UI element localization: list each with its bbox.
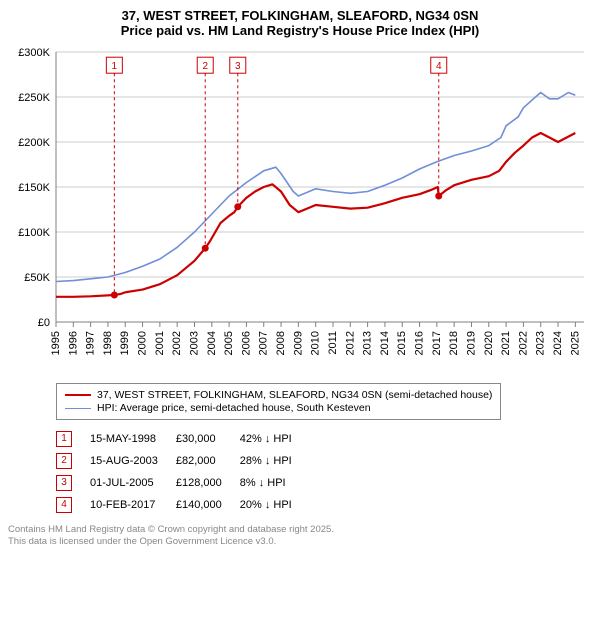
chart-title-block: 37, WEST STREET, FOLKINGHAM, SLEAFORD, N… [8, 8, 592, 38]
sale-hpi-diff: 42% ↓ HPI [240, 428, 310, 450]
svg-text:1999: 1999 [119, 331, 131, 355]
sale-price: £140,000 [176, 494, 240, 516]
svg-text:1: 1 [112, 61, 118, 72]
title-line-1: 37, WEST STREET, FOLKINGHAM, SLEAFORD, N… [8, 8, 592, 23]
svg-text:2000: 2000 [137, 331, 149, 355]
svg-text:2009: 2009 [292, 331, 304, 355]
svg-text:1995: 1995 [50, 331, 62, 355]
table-row: 1 15-MAY-1998£30,00042% ↓ HPI [56, 428, 310, 450]
svg-text:1997: 1997 [85, 331, 97, 355]
sale-hpi-diff: 8% ↓ HPI [240, 472, 310, 494]
svg-text:£300K: £300K [18, 47, 50, 59]
price-chart: £0 £50K £100K £150K £200K £250K £300K 1995 1996 1… [8, 42, 592, 377]
svg-text:2003: 2003 [188, 331, 200, 355]
sale-marker-ref: 1 [56, 431, 72, 447]
table-row: 2 15-AUG-2003£82,00028% ↓ HPI [56, 450, 310, 472]
sale-hpi-diff: 28% ↓ HPI [240, 450, 310, 472]
sale-price: £30,000 [176, 428, 240, 450]
svg-text:3: 3 [235, 61, 241, 72]
svg-text:2007: 2007 [258, 331, 270, 355]
svg-text:£200K: £200K [18, 137, 50, 149]
svg-text:2001: 2001 [154, 331, 166, 355]
title-line-2: Price paid vs. HM Land Registry's House … [8, 23, 592, 38]
svg-text:2014: 2014 [379, 331, 391, 355]
sale-date: 15-MAY-1998 [90, 428, 176, 450]
legend-item: 37, WEST STREET, FOLKINGHAM, SLEAFORD, N… [65, 389, 492, 401]
svg-text:£50K: £50K [24, 272, 50, 284]
sale-date: 01-JUL-2005 [90, 472, 176, 494]
chart-svg: £0 £50K £100K £150K £200K £250K £300K 1995 1996 1… [8, 42, 592, 372]
svg-text:2025: 2025 [569, 331, 581, 355]
svg-text:2019: 2019 [465, 331, 477, 355]
sales-table: 1 15-MAY-1998£30,00042% ↓ HPI 2 15-AUG-2003… [56, 428, 310, 516]
table-row: 3 01-JUL-2005£128,0008% ↓ HPI [56, 472, 310, 494]
legend-label: 37, WEST STREET, FOLKINGHAM, SLEAFORD, N… [97, 389, 492, 401]
svg-text:2017: 2017 [431, 331, 443, 355]
svg-text:£0: £0 [38, 317, 50, 329]
legend-swatch [65, 394, 91, 396]
legend-label: HPI: Average price, semi-detached house,… [97, 402, 371, 414]
svg-text:2018: 2018 [448, 331, 460, 355]
svg-text:2: 2 [202, 61, 208, 72]
sale-date: 15-AUG-2003 [90, 450, 176, 472]
svg-text:2004: 2004 [206, 331, 218, 355]
sale-date: 10-FEB-2017 [90, 494, 176, 516]
sale-price: £128,000 [176, 472, 240, 494]
svg-text:2013: 2013 [362, 331, 374, 355]
legend-item: HPI: Average price, semi-detached house,… [65, 402, 492, 414]
svg-text:2015: 2015 [396, 331, 408, 355]
svg-text:2012: 2012 [344, 331, 356, 355]
svg-text:2023: 2023 [535, 331, 547, 355]
footer-attribution: Contains HM Land Registry data © Crown c… [8, 524, 592, 549]
svg-text:2002: 2002 [171, 331, 183, 355]
svg-text:1996: 1996 [67, 331, 79, 355]
svg-text:2024: 2024 [552, 331, 564, 355]
svg-text:2020: 2020 [483, 331, 495, 355]
svg-text:2010: 2010 [310, 331, 322, 355]
svg-text:£150K: £150K [18, 182, 50, 194]
sale-price: £82,000 [176, 450, 240, 472]
footer-line-1: Contains HM Land Registry data © Crown c… [8, 524, 592, 536]
svg-text:£100K: £100K [18, 227, 50, 239]
svg-text:2022: 2022 [517, 331, 529, 355]
svg-text:2016: 2016 [414, 331, 426, 355]
svg-text:2006: 2006 [240, 331, 252, 355]
svg-text:2011: 2011 [327, 331, 339, 355]
sale-marker-ref: 3 [56, 475, 72, 491]
svg-text:2021: 2021 [500, 331, 512, 355]
svg-text:2008: 2008 [275, 331, 287, 355]
legend: 37, WEST STREET, FOLKINGHAM, SLEAFORD, N… [56, 383, 501, 420]
legend-swatch [65, 408, 91, 409]
svg-text:£250K: £250K [18, 92, 50, 104]
svg-text:1998: 1998 [102, 331, 114, 355]
footer-line-2: This data is licensed under the Open Gov… [8, 536, 592, 548]
sale-marker-ref: 4 [56, 497, 72, 513]
svg-text:4: 4 [436, 61, 442, 72]
sale-hpi-diff: 20% ↓ HPI [240, 494, 310, 516]
sale-marker-ref: 2 [56, 453, 72, 469]
svg-text:2005: 2005 [223, 331, 235, 355]
table-row: 4 10-FEB-2017£140,00020% ↓ HPI [56, 494, 310, 516]
